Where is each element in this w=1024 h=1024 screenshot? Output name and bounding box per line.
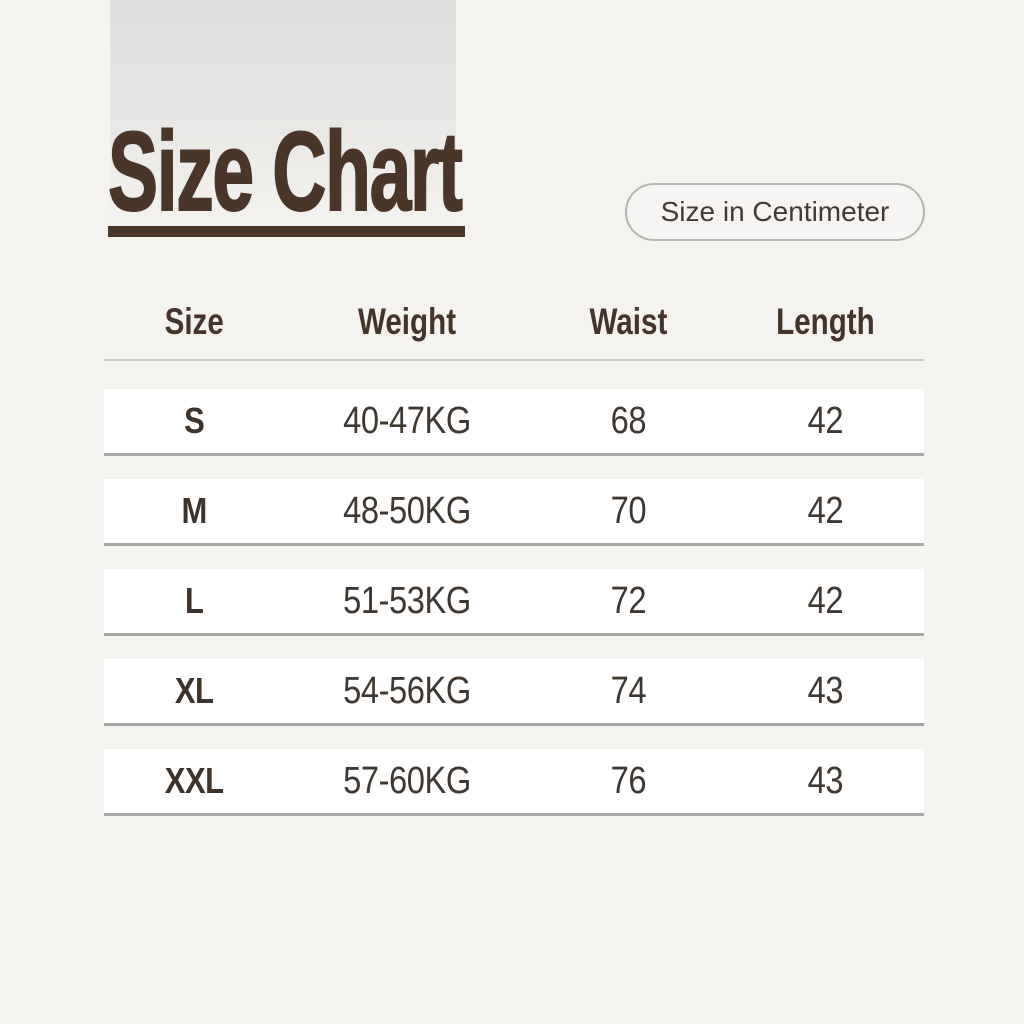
column-header-size: Size	[164, 301, 224, 342]
cell-size: XL	[174, 670, 214, 711]
column-header-length: Length	[776, 301, 875, 342]
table-row-xl: XL 54-56KG 74 43	[104, 659, 924, 726]
table-row-s: S 40-47KG 68 42	[104, 389, 924, 456]
cell-weight: 57-60KG	[343, 759, 472, 802]
cell-waist: 74	[611, 669, 647, 712]
cell-size: L	[184, 580, 204, 621]
table-row-m: M 48-50KG 70 42	[104, 479, 924, 546]
page-title: Size Chart	[107, 109, 636, 234]
title-gradient-backdrop	[110, 0, 456, 232]
cell-weight: 54-56KG	[343, 669, 472, 712]
cell-size: XXL	[164, 760, 224, 801]
table-row-l: L 51-53KG 72 42	[104, 569, 924, 636]
page-title-text: Size Chart	[107, 109, 463, 234]
cell-length: 42	[807, 489, 844, 532]
table-row-xxl: XXL 57-60KG 76 43	[104, 749, 924, 816]
cell-size: S	[184, 400, 205, 441]
cell-length: 43	[807, 669, 844, 712]
cell-waist: 72	[611, 579, 647, 622]
cell-length: 43	[807, 759, 844, 802]
cell-waist: 70	[611, 489, 647, 532]
cell-waist: 68	[611, 399, 647, 442]
cell-length: 42	[807, 579, 844, 622]
unit-badge-label: Size in Centimeter	[660, 196, 890, 227]
unit-badge: Size in Centimeter	[625, 183, 925, 241]
cell-weight: 48-50KG	[343, 489, 472, 532]
cell-weight: 40-47KG	[343, 399, 472, 442]
title-underline	[108, 226, 465, 237]
column-header-waist: Waist	[589, 301, 668, 342]
cell-waist: 76	[611, 759, 647, 802]
size-table: Size Weight Waist Length S 40-47KG 68 42…	[104, 285, 924, 816]
cell-length: 42	[807, 399, 844, 442]
cell-size: M	[181, 490, 208, 531]
column-header-weight: Weight	[358, 301, 457, 342]
cell-weight: 51-53KG	[343, 579, 472, 622]
table-header-row: Size Weight Waist Length	[104, 285, 924, 361]
